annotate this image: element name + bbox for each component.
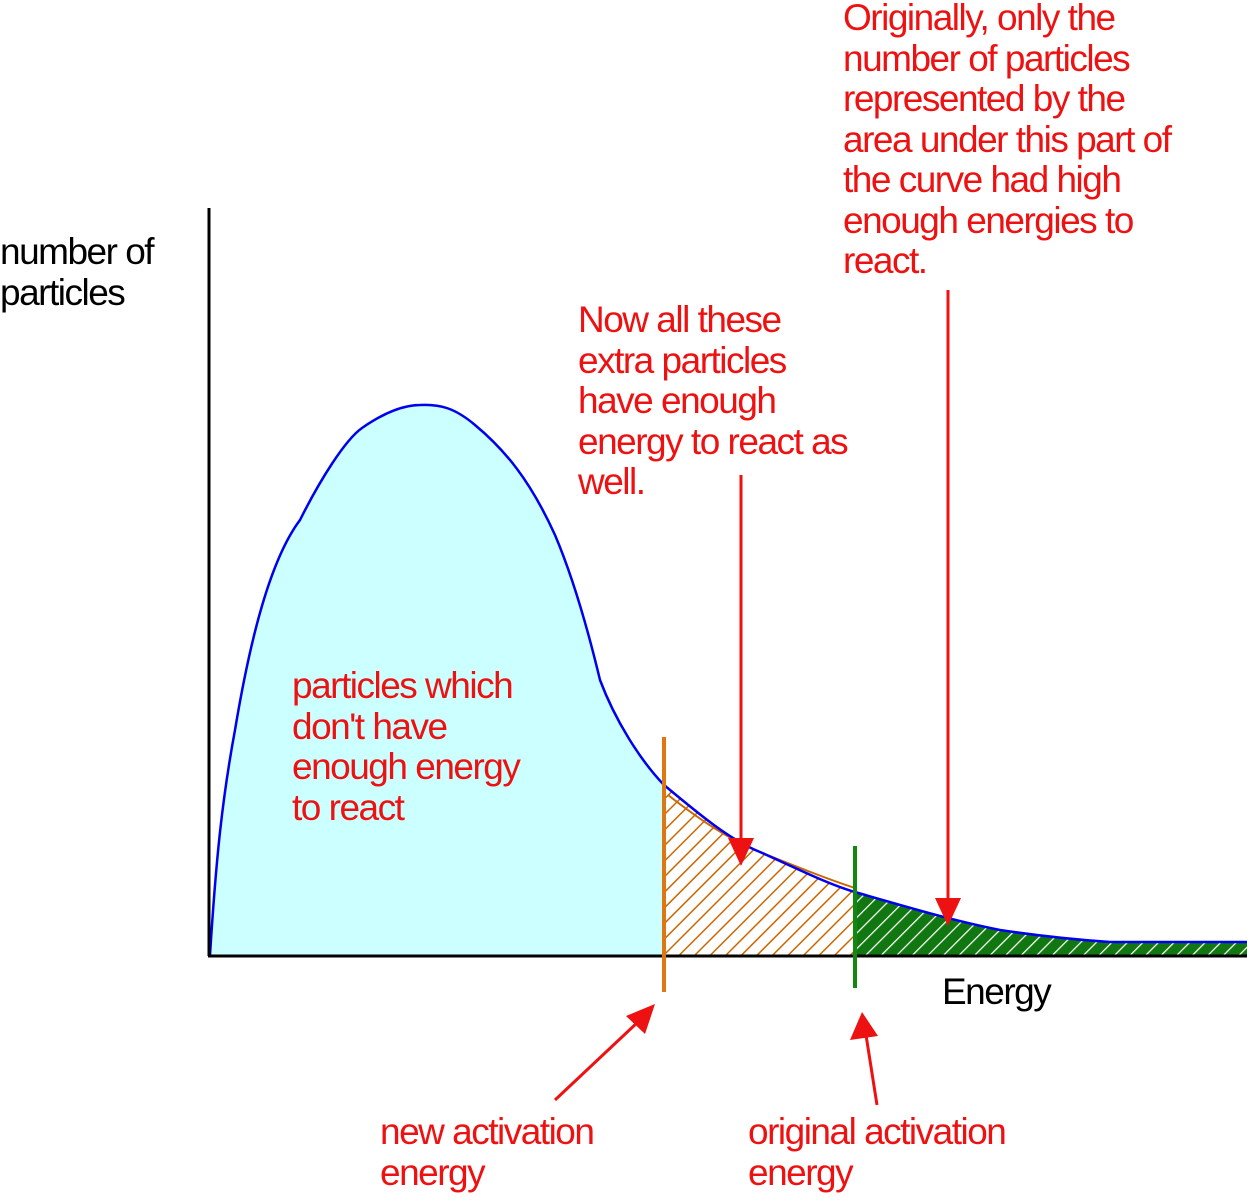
y-axis-label: number of particles [0,231,155,313]
original-particles-arrow [935,290,961,926]
low-energy-region [210,404,664,955]
extra-particles-region [664,785,855,955]
no-energy-annotation: particles which don't have enough energy… [292,665,521,828]
extra-particles-arrow [728,475,754,866]
original-particles-annotation: Originally, only the number of particles… [843,0,1172,281]
new-activation-arrow [553,1004,655,1102]
extra-particles-annotation: Now all these extra particles have enoug… [578,299,849,502]
original-activation-arrow [850,1012,879,1106]
original-particles-region [855,892,1247,955]
original-activation-energy-label: original activation energy [748,1111,1007,1193]
x-axis-label: Energy [942,971,1052,1012]
new-activation-energy-label: new activation energy [380,1111,595,1193]
